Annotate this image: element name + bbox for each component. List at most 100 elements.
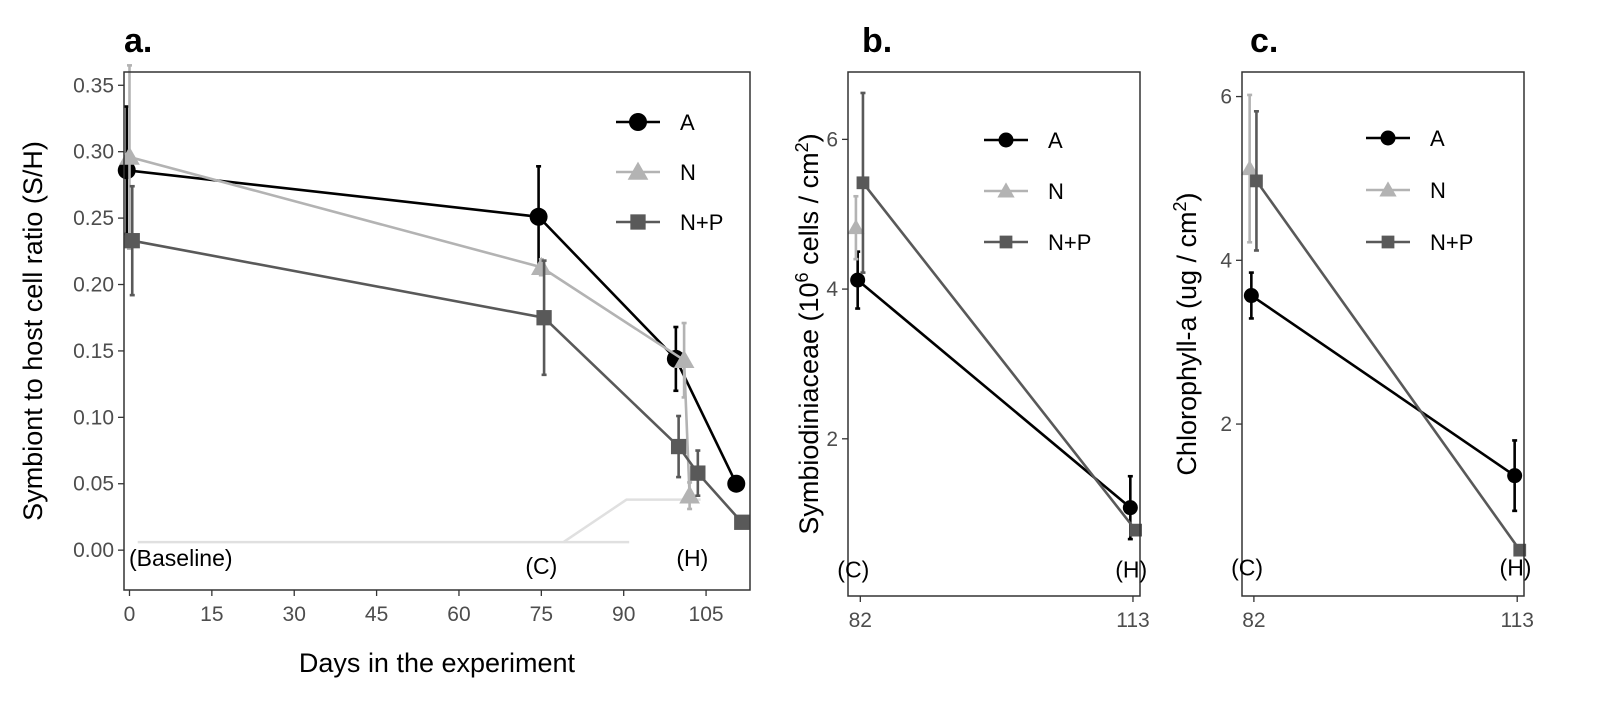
- data-point: [536, 310, 552, 326]
- legend-label: N: [1048, 179, 1064, 204]
- legend-label: N+P: [1048, 230, 1091, 255]
- data-point: [529, 207, 548, 226]
- y-tick-label: 0.20: [73, 274, 114, 297]
- x-tick-label: 15: [200, 603, 223, 626]
- series-line: [1250, 294, 1516, 477]
- series-N: [847, 194, 865, 261]
- x-tick-label: 105: [689, 603, 724, 626]
- y-tick-label: 0.05: [73, 473, 114, 496]
- y-tick-label: 0.25: [73, 207, 114, 230]
- panel-letter: c.: [1250, 22, 1278, 60]
- data-point: [856, 176, 870, 190]
- data-point: [690, 465, 706, 481]
- y-tick-label: 2: [1220, 413, 1232, 436]
- series-N+P: [1250, 110, 1527, 557]
- panel-2: b. 2 4 6 82 113 Symbiodiniaceae (106 cells / c…: [792, 22, 1150, 632]
- data-point: [117, 161, 136, 180]
- data-point: [850, 272, 866, 288]
- x-tick-label: 75: [530, 603, 553, 626]
- data-point: [530, 256, 552, 276]
- x-tick-label: 82: [849, 609, 872, 632]
- series-line: [1255, 180, 1521, 551]
- x-tick-label: 30: [283, 603, 306, 626]
- y-tick-label: 4: [1220, 249, 1232, 272]
- data-point: [124, 233, 140, 249]
- legend-marker: [997, 182, 1015, 198]
- series-line: [131, 239, 743, 524]
- y-tick-label: 4: [826, 278, 838, 301]
- legend-label: A: [1048, 128, 1063, 153]
- legend-label: N+P: [680, 210, 723, 235]
- annotation: (C): [837, 556, 869, 582]
- x-tick-label: 60: [447, 603, 470, 626]
- legend: A N N+P: [984, 128, 1091, 255]
- y-tick-label: 0.00: [73, 539, 114, 562]
- data-point: [847, 219, 865, 235]
- panel-letter: a.: [124, 22, 152, 60]
- legend-label: A: [1430, 126, 1445, 151]
- legend-marker: [630, 214, 646, 230]
- data-point: [119, 146, 140, 165]
- y-axis-title: Symbiont to host cell ratio (S/H): [18, 141, 48, 521]
- annotation: (C): [525, 553, 557, 579]
- x-tick-label: 82: [1242, 609, 1265, 632]
- series-A: [117, 105, 746, 493]
- legend-marker: [627, 161, 649, 180]
- legend-label: A: [680, 110, 695, 135]
- legend-label: N+P: [1430, 230, 1473, 255]
- data-point: [1241, 159, 1259, 176]
- x-tick-label: 90: [612, 603, 635, 626]
- x-tick-label: 113: [1500, 609, 1533, 632]
- series-N+P: [124, 184, 750, 530]
- y-axis-title: Chlorophyll-a (ug / cm2): [1170, 192, 1202, 475]
- data-point: [1250, 174, 1263, 188]
- series-N: [119, 64, 700, 511]
- y-tick-label: 0.30: [73, 141, 114, 164]
- plot-frame: [123, 71, 751, 591]
- series-A: [850, 250, 1138, 541]
- annotation: (H): [1115, 556, 1147, 582]
- legend: A N N+P: [1366, 126, 1473, 255]
- data-point: [1513, 543, 1527, 557]
- series-line: [129, 155, 691, 496]
- legend: AN N+P: [616, 110, 723, 235]
- legend-label: N: [1430, 178, 1446, 203]
- data-point: [1129, 523, 1142, 537]
- annotation: (Baseline): [129, 545, 233, 571]
- legend-marker: [1379, 181, 1397, 197]
- series-line: [126, 168, 738, 485]
- panel-3: c. 2 4 6 82 113 Chlorophyll-a (ug / cm2) (C) (H)…: [1170, 22, 1534, 632]
- y-tick-label: 0.15: [73, 340, 114, 363]
- data-point: [1507, 468, 1523, 484]
- legend-marker: [999, 235, 1013, 249]
- panel-letter: b.: [862, 22, 892, 60]
- x-tick-label: 0: [124, 603, 136, 626]
- y-tick-label: 0.10: [73, 406, 114, 429]
- x-tick-label: 45: [365, 603, 388, 626]
- x-axis-title: Days in the experiment: [299, 648, 576, 678]
- legend-marker: [629, 113, 647, 131]
- legend-marker: [998, 132, 1014, 148]
- annotation: (H): [1500, 555, 1532, 581]
- data-point: [1243, 288, 1259, 304]
- legend-marker: [1381, 235, 1395, 249]
- series-A: [1243, 271, 1523, 513]
- plot-frame: [1241, 71, 1525, 597]
- plot-frame: [847, 71, 1141, 597]
- y-axis-title: Symbiodiniaceae (106 cells / cm2): [792, 133, 824, 534]
- x-tick-label: 113: [1116, 609, 1149, 632]
- annotation: (H): [676, 545, 708, 571]
- series-line: [861, 181, 1137, 531]
- series-line: [856, 279, 1132, 509]
- series-N+P: [856, 91, 1142, 537]
- data-point: [679, 485, 700, 504]
- panel-1: a. 0.00 0.05 0.10 0.15 0.20 0.25 0.30 0.35 0 15 30 4…: [18, 22, 751, 678]
- legend-marker: [1380, 130, 1396, 146]
- data-point: [734, 514, 750, 530]
- data-point: [727, 474, 746, 493]
- data-point: [670, 438, 687, 455]
- data-point: [673, 349, 695, 368]
- legend-label: N: [680, 160, 696, 185]
- data-point: [1122, 500, 1138, 516]
